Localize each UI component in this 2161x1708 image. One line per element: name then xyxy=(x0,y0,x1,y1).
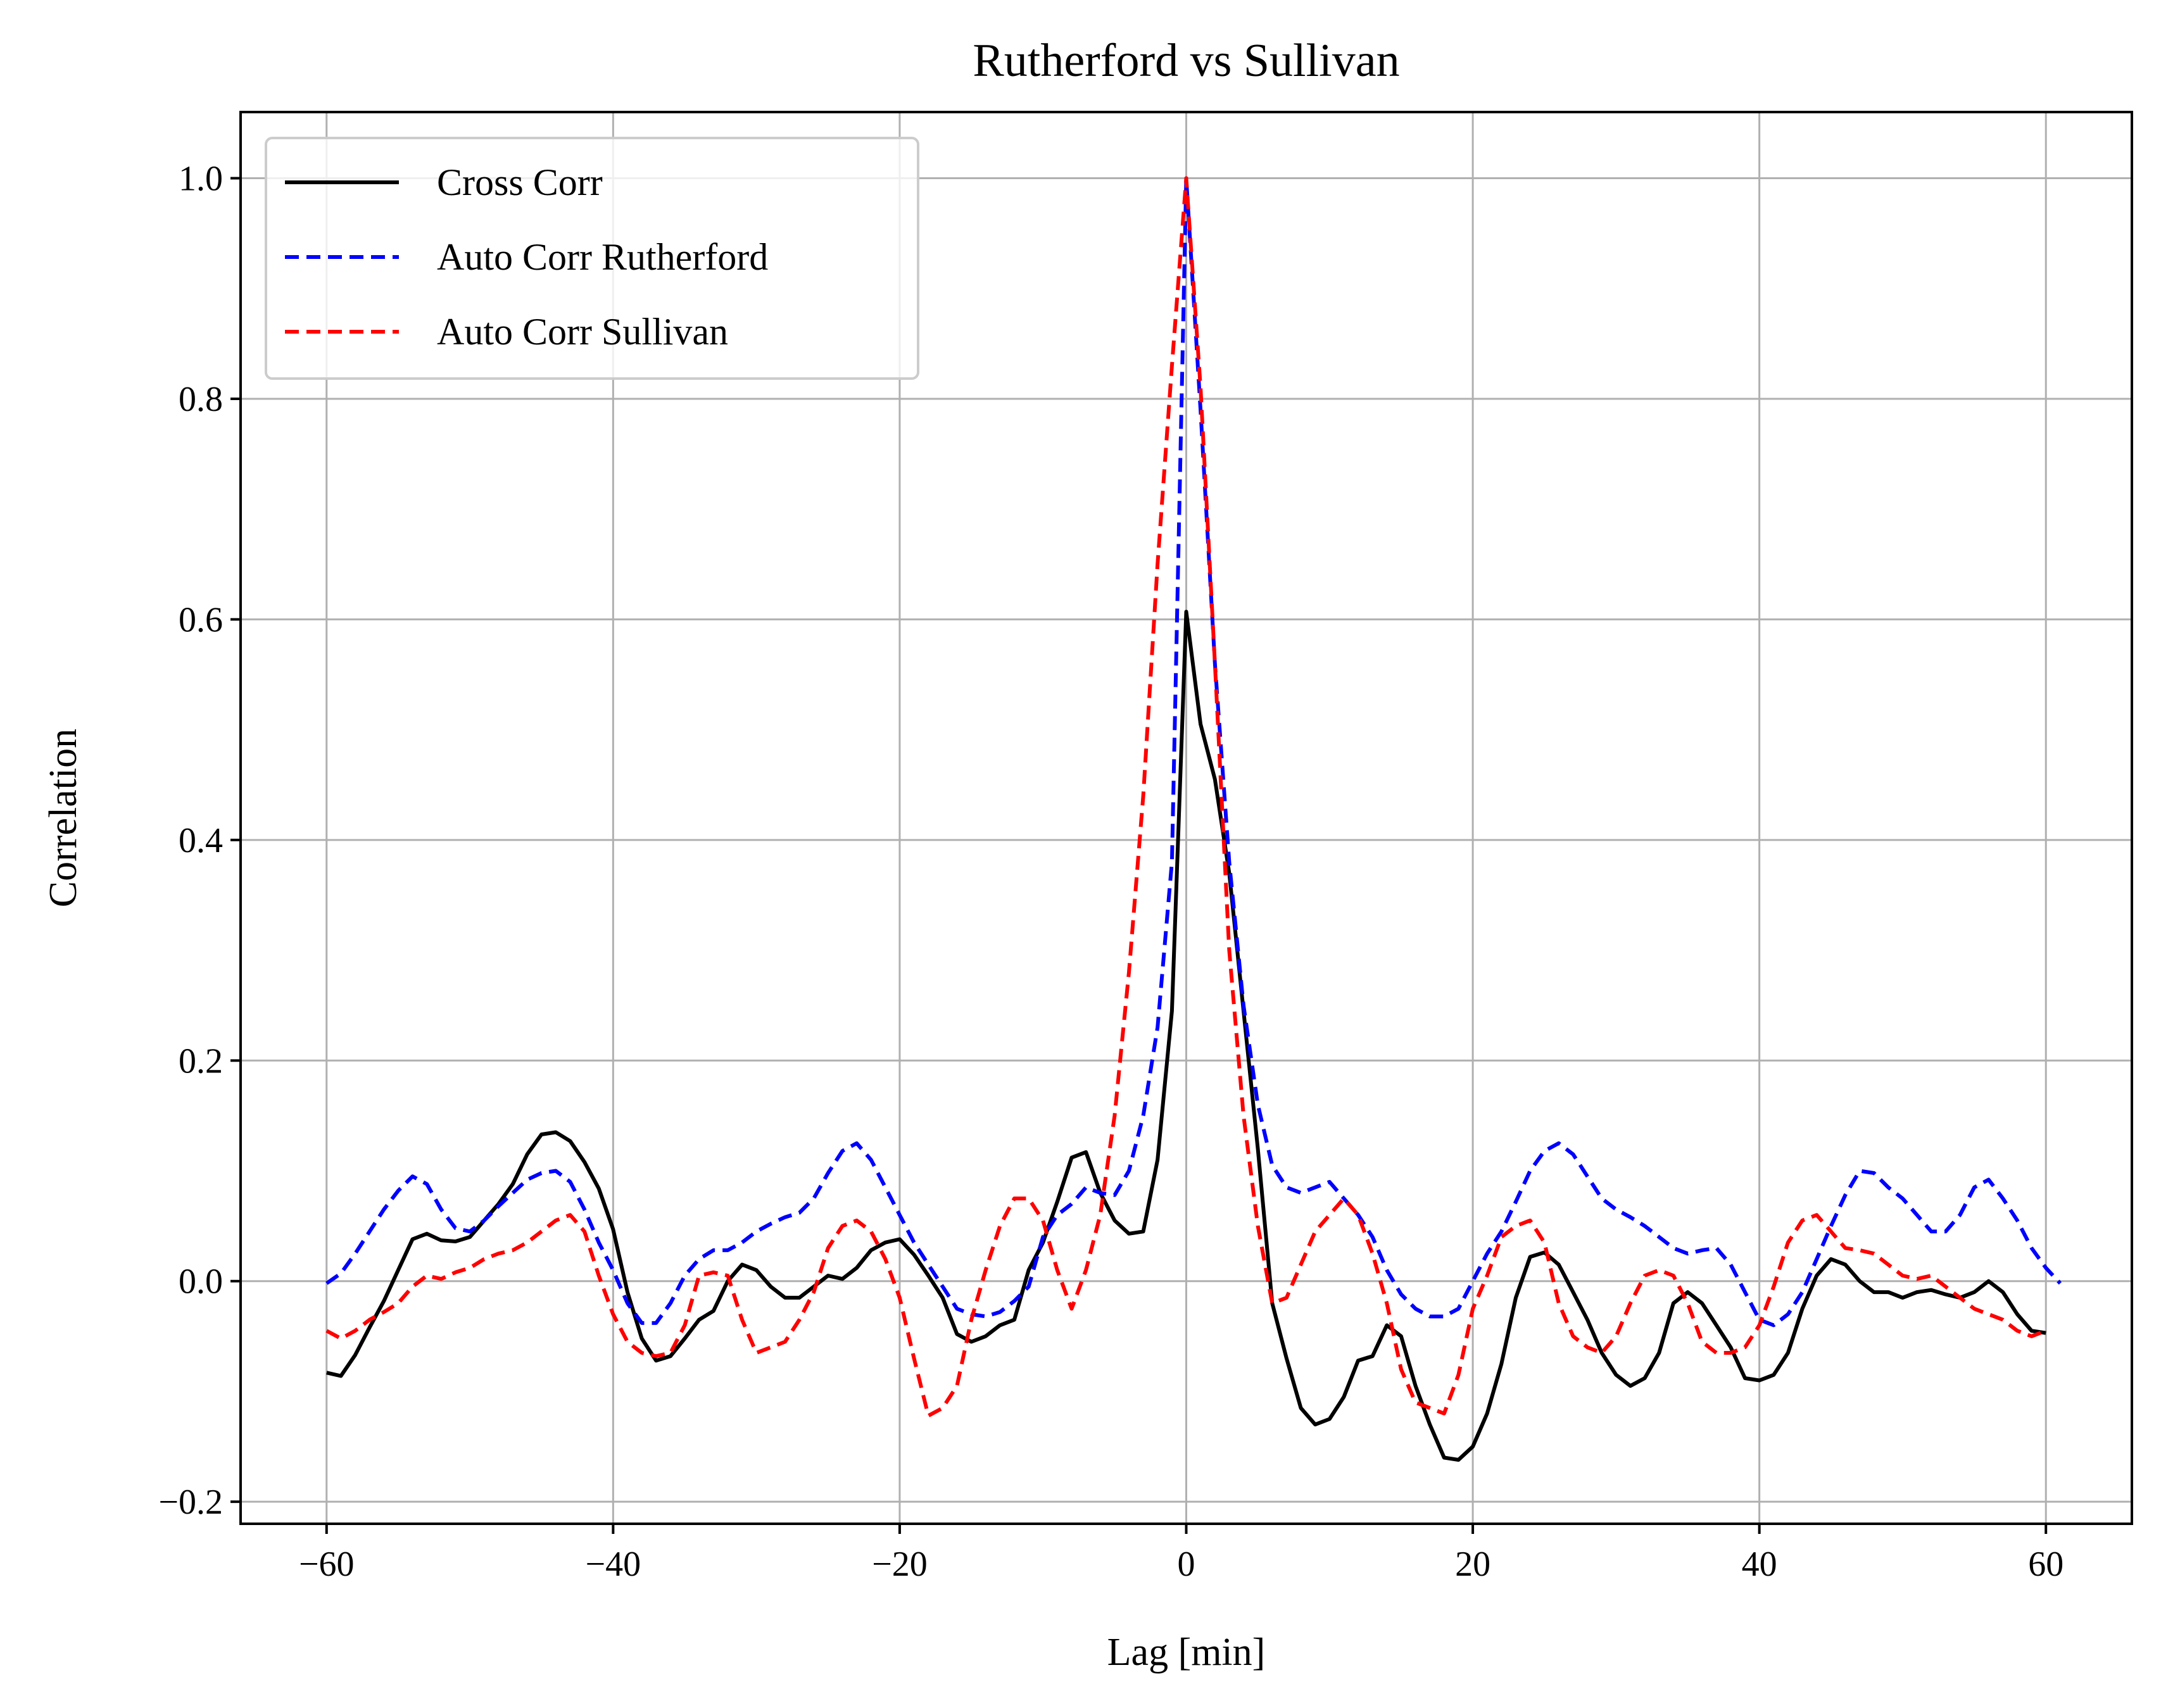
x-tick-label: −20 xyxy=(872,1545,928,1584)
y-axis-label: Correlation xyxy=(42,729,85,907)
y-tick-label: 0.0 xyxy=(179,1262,223,1302)
y-tick-label: 0.8 xyxy=(179,380,223,419)
series-layer xyxy=(325,176,2062,1462)
legend-item-cross-corr: Cross Corr xyxy=(285,161,603,203)
y-tick-label: −0.2 xyxy=(158,1483,223,1522)
legend-label: Auto Corr Sullivan xyxy=(437,311,728,353)
chart-title: Rutherford vs Sullivan xyxy=(973,35,1399,87)
y-tick-label: 0.4 xyxy=(179,821,223,860)
x-tick-label: 0 xyxy=(1178,1545,1195,1584)
x-tick-label: 20 xyxy=(1455,1545,1490,1584)
legend-item-auto-corr-rutherford: Auto Corr Rutherford xyxy=(285,236,768,278)
x-tick-label: 40 xyxy=(1742,1545,1777,1584)
tick-layer: −60 −40 −20 0 20 40 60 −0.2 0.0 0.2 0.4 0.6 0.8 1.0 xyxy=(158,160,2063,1584)
legend-items: Cross Corr Auto Corr Rutherford Auto Corr … xyxy=(285,161,768,353)
series-line-auto-corr-sullivan xyxy=(325,176,2047,1418)
x-axis-label: Lag [min] xyxy=(1107,1631,1266,1674)
x-tick-label: −40 xyxy=(586,1545,641,1584)
y-tick-label: 1.0 xyxy=(179,160,223,199)
series-line-cross-corr xyxy=(326,610,2046,1462)
legend-box xyxy=(265,137,919,380)
y-tick-label: 0.2 xyxy=(179,1041,223,1081)
legend: Cross Corr Auto Corr Rutherford Auto Corr … xyxy=(265,137,919,380)
y-tick-label: 0.6 xyxy=(179,600,223,639)
x-tick-label: 60 xyxy=(2028,1545,2063,1584)
legend-label: Cross Corr xyxy=(437,161,603,203)
x-tick-label: −60 xyxy=(299,1545,355,1584)
legend-item-auto-corr-sullivan: Auto Corr Sullivan xyxy=(285,311,728,353)
legend-label: Auto Corr Rutherford xyxy=(437,236,768,278)
